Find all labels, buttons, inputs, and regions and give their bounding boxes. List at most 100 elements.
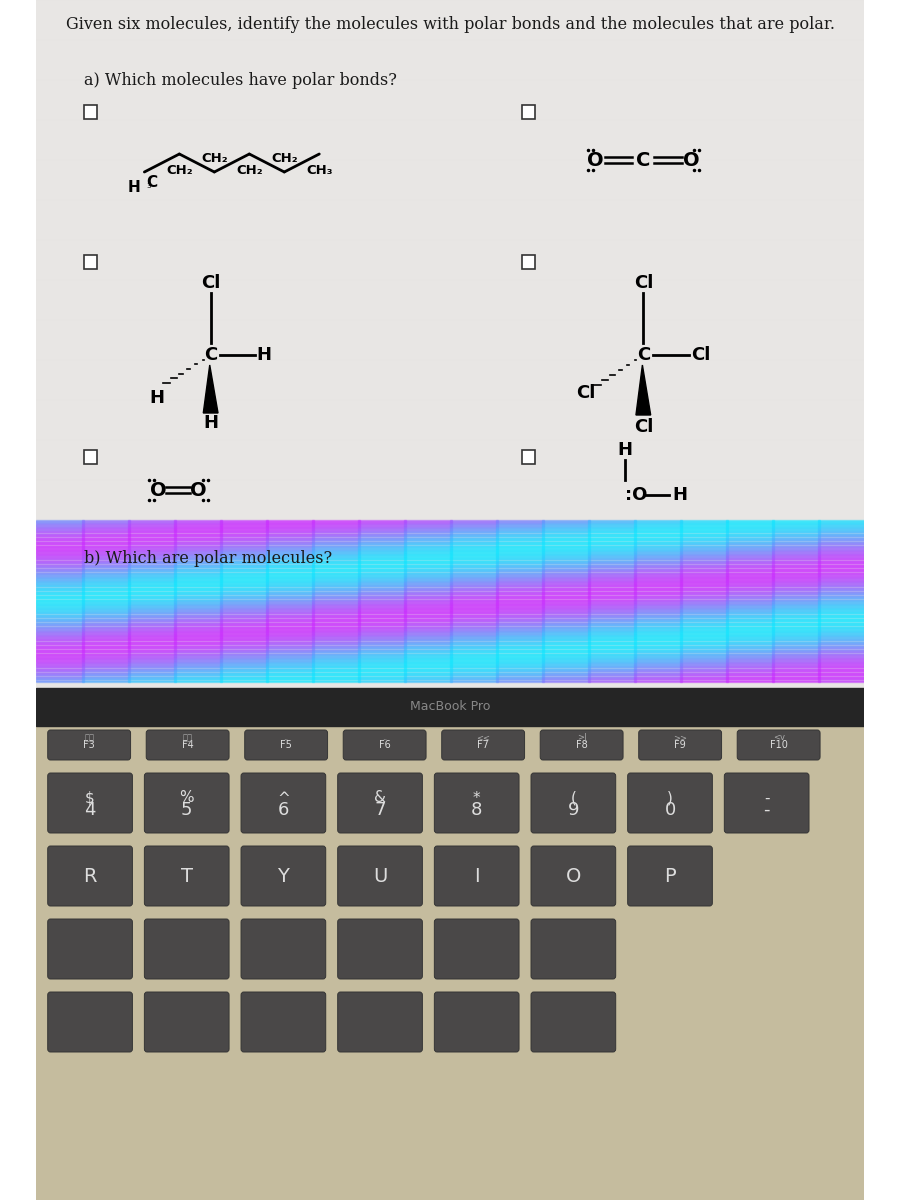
Bar	[496, 649, 544, 652]
Bar	[818, 647, 866, 648]
Bar	[496, 556, 544, 557]
Bar	[634, 548, 682, 550]
Bar	[818, 672, 866, 674]
Bar	[36, 557, 84, 558]
Bar	[588, 539, 636, 540]
Bar	[726, 628, 774, 630]
Bar	[404, 559, 452, 560]
Bar	[634, 530, 682, 533]
Bar	[496, 526, 544, 527]
Bar	[358, 563, 406, 565]
Bar	[404, 592, 452, 593]
Bar	[358, 614, 406, 616]
Bar	[588, 599, 636, 600]
Bar	[128, 570, 176, 571]
Bar	[82, 602, 130, 604]
Bar	[128, 648, 176, 649]
Bar	[818, 604, 866, 605]
Bar	[174, 678, 221, 679]
Bar	[174, 547, 221, 548]
Bar	[496, 560, 544, 562]
Bar	[266, 547, 314, 548]
Bar	[588, 638, 636, 641]
Bar	[450, 586, 498, 588]
Bar	[726, 624, 774, 625]
Bar	[174, 521, 221, 523]
Bar	[36, 596, 84, 599]
Bar	[82, 541, 130, 544]
Bar	[542, 674, 590, 676]
Bar	[36, 558, 84, 559]
Bar	[82, 623, 130, 624]
Bar	[36, 601, 84, 602]
Bar	[220, 610, 267, 611]
Bar	[818, 628, 866, 630]
Bar	[82, 618, 130, 620]
Bar	[82, 666, 130, 667]
Bar	[726, 592, 774, 593]
Bar	[358, 572, 406, 574]
Bar	[542, 580, 590, 581]
Bar	[358, 535, 406, 536]
Bar	[220, 546, 267, 547]
Bar	[680, 538, 728, 539]
Bar	[496, 572, 544, 574]
Bar	[266, 556, 314, 557]
Bar	[128, 556, 176, 557]
Bar	[680, 572, 728, 574]
Bar	[128, 581, 176, 582]
Bar	[726, 614, 774, 616]
Bar	[174, 613, 221, 614]
Bar	[404, 612, 452, 613]
Bar	[680, 535, 728, 536]
Bar	[450, 558, 498, 559]
Bar	[266, 670, 314, 671]
Bar	[404, 545, 452, 546]
Bar	[358, 534, 406, 535]
Bar	[726, 636, 774, 637]
Bar	[404, 653, 452, 654]
Bar	[220, 528, 267, 529]
Bar	[128, 649, 176, 652]
Bar	[36, 527, 84, 528]
Bar	[772, 586, 820, 588]
Bar	[726, 623, 774, 624]
Bar	[772, 551, 820, 552]
Text: O: O	[566, 866, 581, 886]
Bar	[588, 671, 636, 673]
Bar	[82, 647, 130, 648]
Bar	[312, 664, 360, 665]
Bar	[404, 617, 452, 619]
Bar	[358, 626, 406, 628]
Bar	[542, 535, 590, 536]
Bar	[82, 559, 130, 560]
Bar	[634, 529, 682, 530]
Bar	[220, 629, 267, 631]
Bar	[680, 582, 728, 583]
Text: -: -	[764, 791, 770, 805]
Bar	[128, 530, 176, 533]
Bar	[358, 571, 406, 572]
Bar	[542, 557, 590, 558]
Bar	[542, 636, 590, 637]
Bar	[312, 568, 360, 569]
Bar	[496, 653, 544, 654]
Bar	[542, 536, 590, 538]
Bar	[680, 545, 728, 546]
Bar	[588, 538, 636, 539]
Bar	[36, 536, 84, 538]
Bar	[358, 612, 406, 613]
Bar	[358, 634, 406, 635]
Bar	[128, 610, 176, 611]
Bar	[496, 637, 544, 638]
Bar	[496, 540, 544, 541]
Bar	[726, 558, 774, 559]
Bar	[128, 550, 176, 551]
Bar	[266, 676, 314, 677]
Bar	[174, 560, 221, 562]
Bar	[312, 618, 360, 620]
Bar	[450, 524, 498, 526]
Bar	[220, 658, 267, 659]
Bar	[450, 540, 498, 541]
Bar	[450, 664, 498, 665]
